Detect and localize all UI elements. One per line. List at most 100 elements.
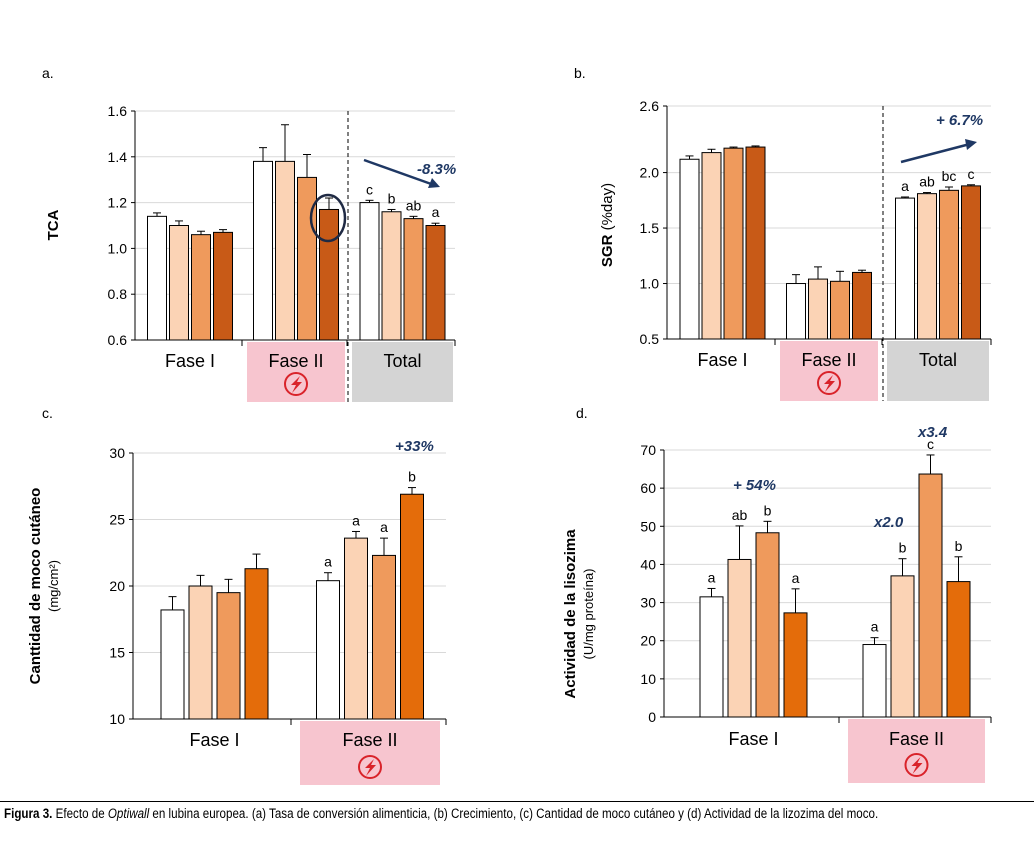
panel-label: a.	[42, 65, 54, 81]
significance-letter: b	[764, 502, 772, 518]
y-tick-label: 1.5	[640, 220, 660, 236]
bar	[216, 592, 241, 720]
x-group-label: Fase II	[342, 730, 397, 750]
y-axis-label-unit: (%day)	[599, 183, 616, 235]
significance-letter: bc	[942, 168, 957, 184]
x-group-label: Total	[919, 350, 957, 370]
caption-product-name: Optiwall	[107, 806, 150, 821]
bar	[946, 581, 971, 718]
bar	[939, 189, 959, 340]
figure-caption: Figura 3. Efecto de Optiwall en lubina e…	[4, 806, 886, 821]
y-tick-label: 20	[109, 578, 125, 594]
trend-arrow	[900, 142, 971, 164]
y-tick-label: 0.8	[108, 286, 128, 302]
stress-icon-bolt	[824, 375, 835, 392]
group-label-background	[300, 721, 440, 785]
percent-annotation: -8.3%	[417, 161, 456, 178]
bar	[786, 283, 806, 340]
bar	[403, 218, 424, 341]
bar	[297, 176, 317, 341]
x-group-label: Total	[383, 351, 421, 371]
x-group-label: Fase II	[801, 350, 856, 370]
significance-letter: a	[708, 569, 716, 585]
group-label-background	[887, 341, 989, 401]
y-tick-label: 70	[640, 442, 656, 458]
significance-letter: c	[927, 436, 934, 452]
bar	[359, 202, 380, 341]
significance-letter: a	[352, 512, 360, 528]
fold-annotation: x2.0	[873, 514, 904, 531]
y-tick-label: 1.2	[108, 195, 128, 211]
bar	[400, 493, 424, 720]
trend-arrow-head	[965, 139, 977, 150]
significance-letter: c	[968, 166, 975, 182]
x-group-label: Fase II	[889, 729, 944, 749]
significance-letter: b	[899, 540, 907, 556]
bar	[188, 585, 213, 720]
bar	[319, 208, 339, 341]
significance-letter: a	[792, 570, 800, 586]
significance-letter: a	[380, 519, 388, 535]
y-axis-label: Canttidad de moco cutáneo	[27, 488, 44, 685]
y-axis-unit: (U/mg proteína)	[581, 568, 596, 659]
bar	[917, 193, 937, 340]
fold-annotation: x3.4	[917, 424, 948, 441]
caption-text-after: en lubina europea. (a) Tasa de conversió…	[149, 806, 879, 821]
significance-letter: ab	[406, 197, 422, 213]
bar	[344, 537, 368, 720]
bar	[918, 473, 943, 718]
chart-panel-c: c. 10 15 20 25 30 Canttidad de moco cutáneo (mg…	[27, 405, 447, 785]
y-tick-label: 25	[109, 512, 125, 528]
percent-annotation: + 54%	[733, 477, 776, 494]
y-tick-label: 30	[640, 595, 656, 611]
stress-icon-bolt	[291, 376, 302, 393]
y-tick-label: 10	[640, 671, 656, 687]
chart-panel-a: a. 0.6 0.8 1.0 1.2 1.4 1.6 TCA Fase I Fase II Tota…	[42, 65, 456, 402]
x-group-label: Fase I	[189, 730, 239, 750]
significance-letter: b	[955, 538, 963, 554]
x-group-label: Fase I	[165, 351, 215, 371]
caption-rule	[0, 801, 1034, 802]
bar	[253, 160, 273, 341]
y-tick-label: 10	[109, 711, 125, 727]
bar	[372, 554, 396, 720]
bar	[160, 609, 185, 720]
trend-arrow	[363, 158, 435, 187]
bar	[191, 234, 211, 341]
bar	[316, 580, 340, 720]
bar	[808, 278, 828, 340]
bar	[679, 158, 700, 340]
bar	[727, 558, 752, 718]
significance-letter: a	[432, 204, 440, 220]
bar	[381, 211, 402, 341]
x-group-label: Fase I	[697, 350, 747, 370]
panel-label: c.	[42, 405, 53, 421]
y-tick-label: 2.6	[640, 98, 660, 114]
trend-arrow-head	[428, 178, 440, 188]
bar	[699, 596, 724, 718]
y-tick-label: 1.0	[108, 240, 128, 256]
significance-letter: ab	[919, 174, 935, 190]
y-tick-label: 0	[648, 709, 656, 725]
y-tick-label: 2.0	[640, 165, 660, 181]
significance-letter: c	[366, 181, 373, 197]
chart-panel-b: b. 0.5 1.0 1.5 2.0 2.6 SGR (%day) Fase I Fase II…	[574, 65, 992, 401]
percent-annotation: + 6.7%	[936, 112, 983, 129]
bar	[890, 575, 915, 718]
y-axis-label: TCA	[45, 209, 62, 240]
panel-label: b.	[574, 65, 586, 81]
x-group-label: Fase II	[268, 351, 323, 371]
stress-icon-bolt	[365, 759, 376, 776]
stress-icon-ring	[284, 372, 308, 396]
stress-icon-ring	[904, 753, 929, 777]
y-axis-unit: (mg/cm²)	[46, 560, 61, 612]
bar	[852, 271, 872, 340]
stress-icon-ring	[358, 755, 382, 779]
x-group-label: Fase I	[728, 729, 778, 749]
y-tick-label: 0.6	[108, 332, 128, 348]
group-label-background	[848, 719, 985, 783]
bar	[425, 225, 446, 341]
stress-icon-ring	[817, 371, 841, 395]
bar	[169, 225, 189, 341]
